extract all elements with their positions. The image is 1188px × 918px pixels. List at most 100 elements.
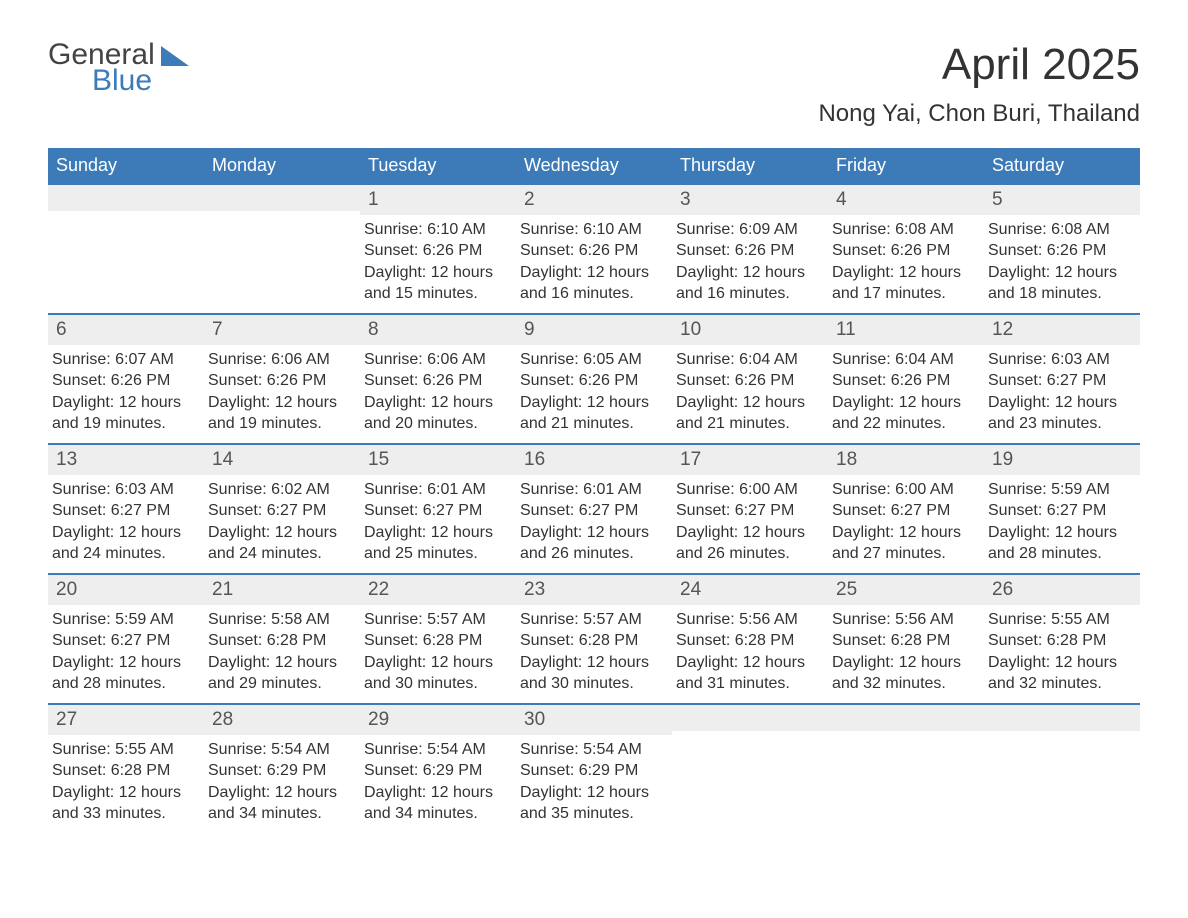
day-cell <box>828 705 984 825</box>
day-daylight1: Daylight: 12 hours <box>676 522 824 544</box>
day-number: 26 <box>984 575 1140 605</box>
day-number: 9 <box>516 315 672 345</box>
week-row: 20Sunrise: 5:59 AMSunset: 6:27 PMDayligh… <box>48 573 1140 703</box>
day-header-cell: Friday <box>828 148 984 183</box>
day-daylight1: Daylight: 12 hours <box>520 262 668 284</box>
day-content: Sunrise: 5:57 AMSunset: 6:28 PMDaylight:… <box>516 609 672 695</box>
day-sunrise: Sunrise: 5:56 AM <box>676 609 824 631</box>
day-number: 19 <box>984 445 1140 475</box>
day-sunset: Sunset: 6:27 PM <box>208 500 356 522</box>
day-sunrise: Sunrise: 5:54 AM <box>520 739 668 761</box>
day-sunrise: Sunrise: 5:56 AM <box>832 609 980 631</box>
logo: General Blue <box>48 40 189 96</box>
day-number: 27 <box>48 705 204 735</box>
day-sunset: Sunset: 6:28 PM <box>988 630 1136 652</box>
day-content: Sunrise: 5:56 AMSunset: 6:28 PMDaylight:… <box>828 609 984 695</box>
day-cell: 16Sunrise: 6:01 AMSunset: 6:27 PMDayligh… <box>516 445 672 565</box>
day-sunset: Sunset: 6:27 PM <box>364 500 512 522</box>
day-daylight2: and 25 minutes. <box>364 543 512 565</box>
day-cell: 10Sunrise: 6:04 AMSunset: 6:26 PMDayligh… <box>672 315 828 435</box>
day-number: 20 <box>48 575 204 605</box>
day-sunrise: Sunrise: 6:07 AM <box>52 349 200 371</box>
page-subtitle: Nong Yai, Chon Buri, Thailand <box>818 100 1140 128</box>
day-cell: 21Sunrise: 5:58 AMSunset: 6:28 PMDayligh… <box>204 575 360 695</box>
day-daylight2: and 17 minutes. <box>832 283 980 305</box>
day-sunrise: Sunrise: 6:01 AM <box>364 479 512 501</box>
day-content: Sunrise: 6:10 AMSunset: 6:26 PMDaylight:… <box>516 219 672 305</box>
day-number: 15 <box>360 445 516 475</box>
day-content: Sunrise: 5:54 AMSunset: 6:29 PMDaylight:… <box>204 739 360 825</box>
day-sunrise: Sunrise: 5:59 AM <box>988 479 1136 501</box>
day-daylight2: and 24 minutes. <box>52 543 200 565</box>
week-row: 13Sunrise: 6:03 AMSunset: 6:27 PMDayligh… <box>48 443 1140 573</box>
day-sunrise: Sunrise: 6:02 AM <box>208 479 356 501</box>
day-daylight1: Daylight: 12 hours <box>520 522 668 544</box>
day-sunrise: Sunrise: 6:06 AM <box>364 349 512 371</box>
day-daylight1: Daylight: 12 hours <box>52 522 200 544</box>
day-daylight1: Daylight: 12 hours <box>832 522 980 544</box>
day-content: Sunrise: 6:04 AMSunset: 6:26 PMDaylight:… <box>828 349 984 435</box>
day-sunrise: Sunrise: 6:04 AM <box>676 349 824 371</box>
day-sunset: Sunset: 6:29 PM <box>364 760 512 782</box>
day-cell <box>204 185 360 305</box>
day-content: Sunrise: 6:02 AMSunset: 6:27 PMDaylight:… <box>204 479 360 565</box>
day-daylight2: and 19 minutes. <box>52 413 200 435</box>
day-header-cell: Sunday <box>48 148 204 183</box>
day-cell: 23 Sunrise: 5:57 AMSunset: 6:28 PMDayligh… <box>516 575 672 695</box>
day-daylight1: Daylight: 12 hours <box>52 652 200 674</box>
day-cell <box>672 705 828 825</box>
day-sunset: Sunset: 6:26 PM <box>520 370 668 392</box>
day-daylight2: and 26 minutes. <box>676 543 824 565</box>
day-daylight1: Daylight: 12 hours <box>988 392 1136 414</box>
day-content: Sunrise: 6:01 AMSunset: 6:27 PMDaylight:… <box>516 479 672 565</box>
day-header-cell: Monday <box>204 148 360 183</box>
day-number: 24 <box>672 575 828 605</box>
day-daylight1: Daylight: 12 hours <box>364 652 512 674</box>
day-cell: 20Sunrise: 5:59 AMSunset: 6:27 PMDayligh… <box>48 575 204 695</box>
day-cell: 14Sunrise: 6:02 AMSunset: 6:27 PMDayligh… <box>204 445 360 565</box>
day-header-cell: Tuesday <box>360 148 516 183</box>
day-cell <box>48 185 204 305</box>
day-daylight2: and 16 minutes. <box>520 283 668 305</box>
day-content: Sunrise: 6:06 AMSunset: 6:26 PMDaylight:… <box>204 349 360 435</box>
day-content: Sunrise: 6:03 AMSunset: 6:27 PMDaylight:… <box>48 479 204 565</box>
day-daylight1: Daylight: 12 hours <box>364 522 512 544</box>
day-daylight1: Daylight: 12 hours <box>208 392 356 414</box>
day-number <box>828 705 984 731</box>
day-header-cell: Thursday <box>672 148 828 183</box>
day-daylight1: Daylight: 12 hours <box>364 262 512 284</box>
day-daylight2: and 27 minutes. <box>832 543 980 565</box>
day-number: 12 <box>984 315 1140 345</box>
day-sunset: Sunset: 6:28 PM <box>208 630 356 652</box>
day-sunset: Sunset: 6:29 PM <box>520 760 668 782</box>
day-cell: 9Sunrise: 6:05 AMSunset: 6:26 PMDaylight… <box>516 315 672 435</box>
day-daylight1: Daylight: 12 hours <box>52 392 200 414</box>
day-cell: 18Sunrise: 6:00 AMSunset: 6:27 PMDayligh… <box>828 445 984 565</box>
week-row: 27 Sunrise: 5:55 AMSunset: 6:28 PMDayligh… <box>48 703 1140 833</box>
day-sunset: Sunset: 6:28 PM <box>520 630 668 652</box>
day-sunset: Sunset: 6:26 PM <box>364 240 512 262</box>
day-number: 11 <box>828 315 984 345</box>
header: General Blue April 2025 Nong Yai, Chon B… <box>48 40 1140 142</box>
day-daylight1: Daylight: 12 hours <box>988 262 1136 284</box>
day-sunset: Sunset: 6:29 PM <box>208 760 356 782</box>
day-sunrise: Sunrise: 5:58 AM <box>208 609 356 631</box>
day-cell: 19Sunrise: 5:59 AMSunset: 6:27 PMDayligh… <box>984 445 1140 565</box>
day-number: 23 <box>516 575 672 605</box>
day-content: Sunrise: 5:55 AMSunset: 6:28 PMDaylight:… <box>48 739 204 825</box>
day-number: 6 <box>48 315 204 345</box>
day-sunset: Sunset: 6:27 PM <box>988 500 1136 522</box>
day-daylight1: Daylight: 12 hours <box>520 392 668 414</box>
day-daylight1: Daylight: 12 hours <box>520 782 668 804</box>
week-row: 1Sunrise: 6:10 AMSunset: 6:26 PMDaylight… <box>48 183 1140 313</box>
day-sunrise: Sunrise: 6:03 AM <box>988 349 1136 371</box>
day-sunset: Sunset: 6:26 PM <box>364 370 512 392</box>
day-sunset: Sunset: 6:28 PM <box>676 630 824 652</box>
day-sunrise: Sunrise: 6:10 AM <box>520 219 668 241</box>
day-sunset: Sunset: 6:27 PM <box>676 500 824 522</box>
day-cell: 26Sunrise: 5:55 AMSunset: 6:28 PMDayligh… <box>984 575 1140 695</box>
day-cell: 4Sunrise: 6:08 AMSunset: 6:26 PMDaylight… <box>828 185 984 305</box>
day-daylight1: Daylight: 12 hours <box>988 652 1136 674</box>
day-sunset: Sunset: 6:27 PM <box>832 500 980 522</box>
day-content: Sunrise: 6:08 AMSunset: 6:26 PMDaylight:… <box>828 219 984 305</box>
